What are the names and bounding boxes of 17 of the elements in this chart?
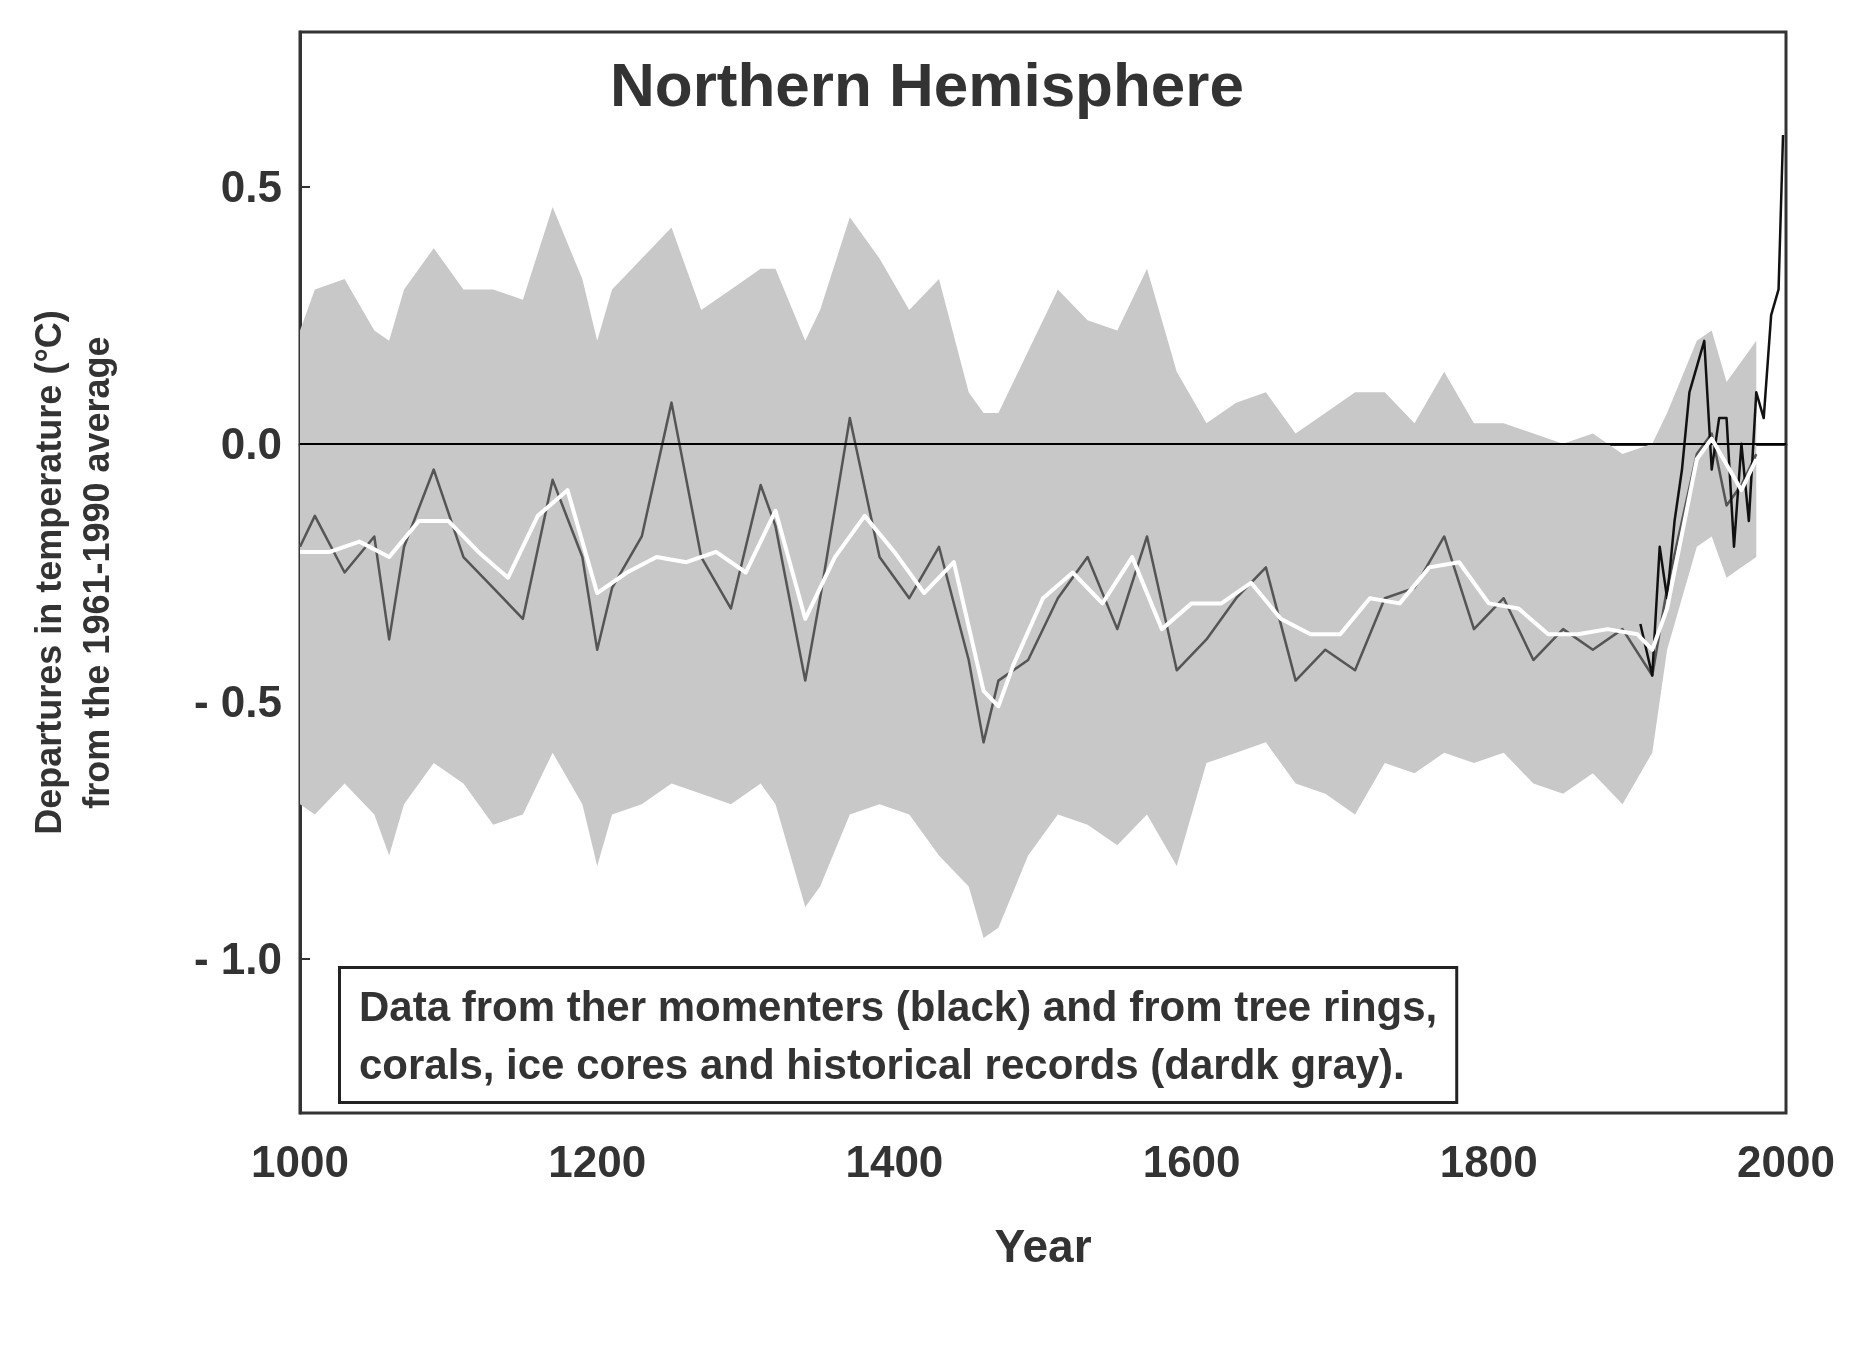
- x-tick-label: 1200: [548, 1136, 647, 1186]
- y-tick-label: 0.5: [220, 161, 282, 211]
- x-tick-label: 2000: [1737, 1136, 1835, 1186]
- chart-title: Northern Hemisphere: [610, 49, 1244, 119]
- x-axis-title: Year: [994, 1220, 1092, 1272]
- y-tick-label: - 1.0: [193, 934, 282, 984]
- x-tick-label: 1000: [251, 1136, 349, 1186]
- line-series: [1639, 133, 1785, 677]
- x-tick-label: 1800: [1439, 1136, 1538, 1186]
- y-tick-label: 0.0: [220, 419, 282, 469]
- annotation: Data from ther momenters (black) and from tree rings, corals, ice cores and historical records (dardk gray).: [359, 982, 1438, 1088]
- line-series: [298, 401, 1758, 744]
- x-tick-label: 1400: [845, 1136, 944, 1186]
- y-axis-title: Departures in temperature (°C) from the 1961-1990 average: [27, 310, 117, 835]
- line-series: [298, 436, 1759, 709]
- x-tick-label: 1600: [1142, 1136, 1241, 1186]
- y-tick-label: - 0.5: [193, 676, 282, 726]
